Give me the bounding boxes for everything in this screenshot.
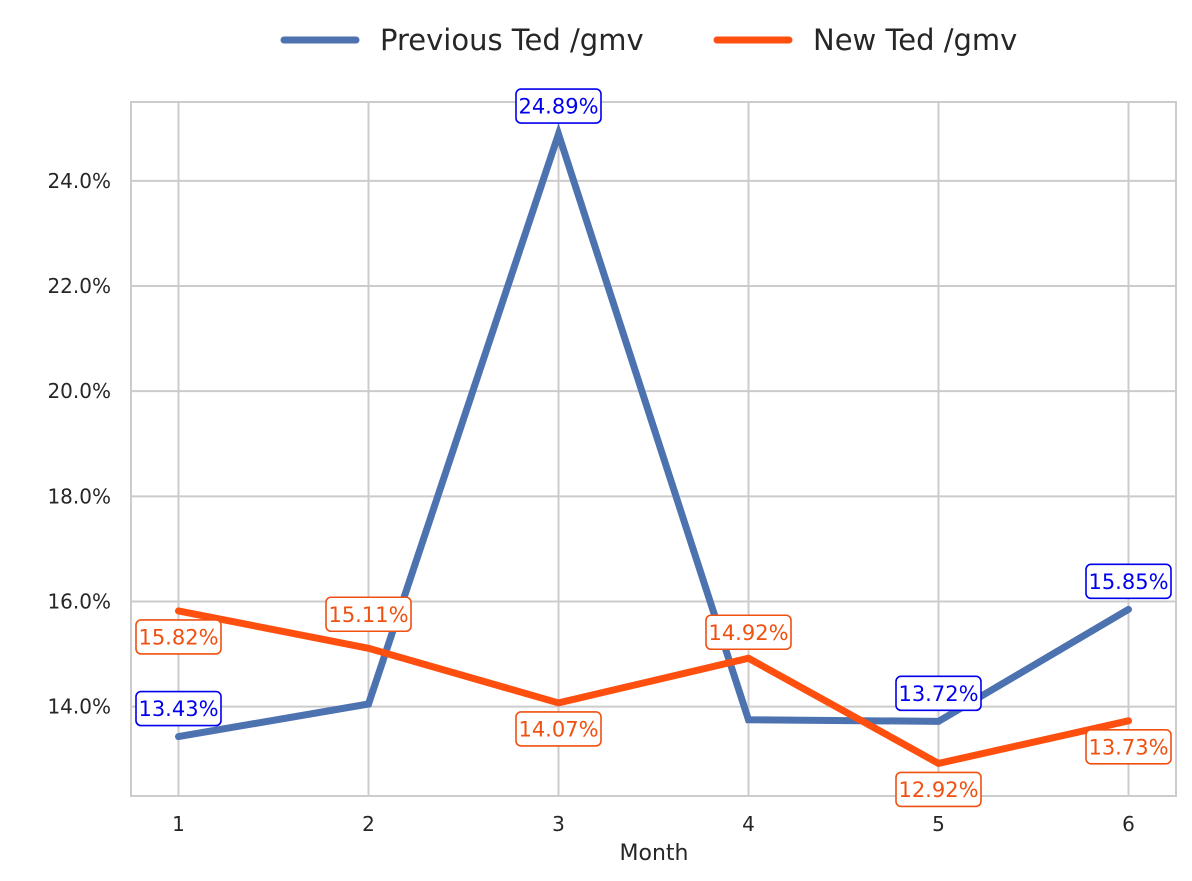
x-tick-label: 3: [552, 812, 565, 836]
data-label-box: [895, 675, 982, 712]
data-label-box: [325, 596, 412, 633]
data-label-box: [135, 619, 222, 655]
legend-label: Previous Ted /gmv: [380, 23, 644, 57]
x-axis: 1 2 3 4 5 6: [172, 812, 1135, 836]
data-label-text: 13.73%: [1088, 735, 1168, 759]
series-line-2: [175, 607, 1132, 768]
legend-item: New Ted /gmv: [713, 23, 1017, 57]
data-label-text: 12.92%: [898, 778, 978, 802]
data-label-text: 15.82%: [138, 625, 218, 649]
data-label: 15.82%: [135, 619, 222, 655]
series-lines: [175, 122, 1132, 768]
data-label-box: [135, 690, 222, 727]
data-label-box: [515, 711, 602, 747]
data-label-text: 15.11%: [328, 603, 408, 627]
y-tick-label: 24.0%: [47, 169, 111, 193]
data-label-box: [705, 614, 792, 651]
y-tick-label: 22.0%: [47, 274, 111, 298]
data-labels: 13.43% 24.89% 13.72% 15.85% 15.82% 15.11% 14.0…: [135, 88, 1172, 808]
grid-lines: [131, 102, 1176, 796]
data-label-text: 15.85%: [1088, 570, 1168, 594]
x-tick-label: 5: [932, 812, 945, 836]
data-label-text: 24.89%: [518, 95, 598, 119]
y-tick-label: 16.0%: [47, 589, 111, 613]
data-label: 14.07%: [515, 711, 602, 747]
data-label-box: [515, 88, 602, 124]
x-axis-title: Month: [620, 841, 689, 866]
y-tick-label: 18.0%: [47, 484, 111, 508]
x-tick-label: 2: [362, 812, 375, 836]
data-label: 24.89%: [515, 88, 602, 124]
data-label: 15.85%: [1085, 563, 1172, 600]
data-label-box: [895, 771, 982, 808]
data-label: 14.92%: [705, 614, 792, 651]
data-label-box: [1085, 729, 1172, 765]
data-label-text: 13.72%: [898, 682, 978, 706]
series-line-1: [175, 122, 1132, 741]
y-tick-label: 14.0%: [47, 695, 111, 719]
data-label: 13.43%: [135, 690, 222, 727]
x-tick-label: 4: [742, 812, 755, 836]
data-label: 15.11%: [325, 596, 412, 633]
data-label-box: [1085, 563, 1172, 600]
x-tick-label: 6: [1122, 812, 1135, 836]
data-label: 13.72%: [895, 675, 982, 712]
data-label: 13.73%: [1085, 729, 1172, 765]
data-label-text: 14.92%: [708, 621, 788, 645]
data-label-text: 14.07%: [518, 717, 598, 741]
legend-label: New Ted /gmv: [813, 23, 1017, 57]
y-axis: 14.0% 16.0% 18.0% 20.0% 22.0% 24.0%: [47, 169, 111, 719]
plot-frame: [130, 101, 1177, 797]
x-tick-label: 1: [172, 812, 185, 836]
legend-item: Previous Ted /gmv: [280, 23, 644, 57]
legend: Previous Ted /gmv New Ted /gmv: [280, 23, 1017, 57]
data-label-text: 13.43%: [138, 697, 218, 721]
data-label: 12.92%: [895, 771, 982, 808]
y-tick-label: 20.0%: [47, 379, 111, 403]
